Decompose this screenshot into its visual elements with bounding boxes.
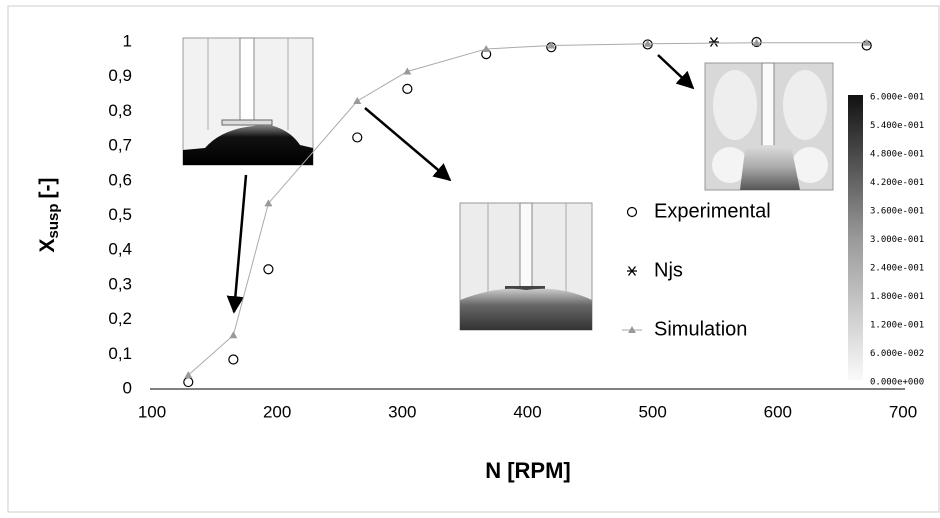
y-axis-title-main: X [36,238,59,252]
colorbar-label: 3.600e-001 [870,207,924,217]
y-tick-label: 0,2 [108,309,132,328]
line [187,42,867,376]
point [264,199,273,207]
point [228,354,239,365]
inset-image [459,202,593,331]
colorbar-label: 3.000e-001 [870,235,924,245]
colorbar-label: 4.200e-001 [870,178,924,188]
point [263,264,274,275]
point [353,96,362,104]
legend-item: Njs [627,259,683,281]
legend-label: Njs [654,259,683,281]
point [482,44,491,52]
legend-item: Simulation [622,318,747,340]
y-tick-label: 0,1 [108,344,132,363]
y-tick-label: 0,5 [108,205,132,224]
colorbar-label: 6.000e-001 [870,93,924,103]
point [862,38,871,46]
colorbar-label: 1.200e-001 [870,321,924,331]
point [547,41,556,49]
point [752,38,761,46]
x-tick-label: 700 [889,402,917,421]
series [708,37,719,47]
x-axis-title: N [RPM] [485,458,571,483]
point [229,331,238,339]
point [352,132,363,143]
x-tick-label: 600 [764,402,792,421]
y-tick-label: 0,3 [108,274,132,293]
point [403,67,412,75]
y-tick-label: 0 [123,378,132,397]
colorbar-label: 5.400e-001 [870,121,924,131]
x-tick-label: 400 [513,402,541,421]
colorbar-label: 4.800e-001 [870,150,924,160]
legend-marker [626,206,638,218]
colorbar-label: 0.000e+000 [870,378,924,388]
y-axis-title-unit: [-] [36,177,59,198]
y-tick-label: 0,7 [108,136,132,155]
inset-image [704,62,834,191]
y-tick-label: 0,4 [108,240,132,259]
x-tick-label: 100 [138,402,166,421]
point [708,37,719,47]
legend-label: Simulation [654,318,747,340]
y-axis-title: Xsusp [-] [36,177,62,252]
point [643,39,652,47]
inset-image [182,37,314,166]
arrows [226,54,695,314]
y-axis-title-sub: susp [45,203,62,238]
legend-marker [628,326,636,333]
colorbar-label: 6.000e-002 [870,349,924,359]
point [183,376,194,388]
x-tick-label: 300 [388,402,416,421]
y-tick-label: 0,6 [108,170,132,189]
colorbar [848,95,863,380]
legend-item: Experimental [626,200,771,222]
x-tick-label: 200 [263,402,291,421]
x-tick-label: 500 [638,402,666,421]
point [184,371,193,379]
colorbar-label: 2.400e-001 [870,264,924,274]
legend: Experimental Njs Simulation [622,200,771,340]
series [184,38,871,379]
point [402,83,413,94]
colorbar-label: 1.800e-001 [870,292,924,302]
y-tick-label: 0,8 [108,101,132,120]
legend-label: Experimental [654,200,771,222]
frame [7,5,940,513]
y-tick-label: 1 [123,31,132,50]
legend-marker [627,266,637,276]
y-tick-label: 0,9 [108,66,132,85]
